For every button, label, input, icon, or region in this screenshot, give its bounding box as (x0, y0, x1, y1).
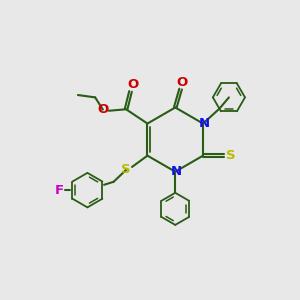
Text: O: O (128, 78, 139, 92)
Text: O: O (97, 103, 109, 116)
Text: N: N (199, 117, 210, 130)
Text: N: N (171, 165, 182, 178)
Text: O: O (177, 76, 188, 89)
Text: S: S (121, 164, 131, 176)
Text: F: F (55, 184, 64, 196)
Text: S: S (226, 149, 236, 162)
